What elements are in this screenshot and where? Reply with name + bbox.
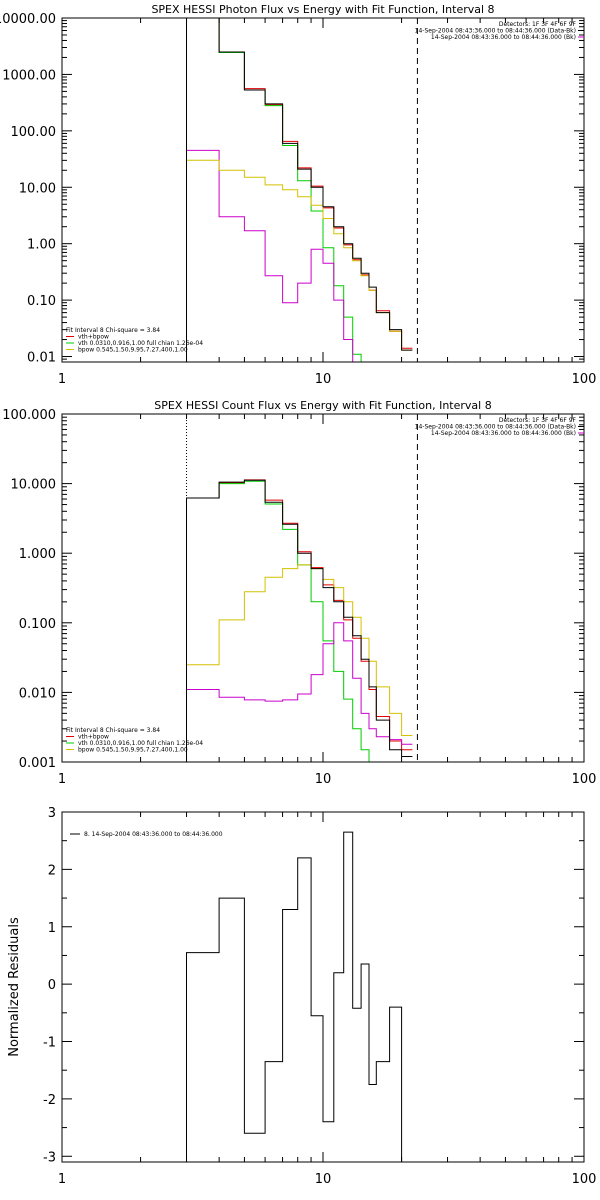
y-tick-label: 1 xyxy=(48,921,56,936)
x-tick-label: 10 xyxy=(315,772,332,787)
y-tick-label: -1 xyxy=(43,1036,56,1051)
x-tick-label: 100 xyxy=(572,1172,597,1187)
y-tick-label: 10.000 xyxy=(11,478,57,493)
series-data xyxy=(186,479,413,762)
y-tick-label: -3 xyxy=(43,1150,56,1165)
x-tick-label: 1 xyxy=(58,1172,66,1187)
y-tick-label: 3 xyxy=(48,806,56,821)
x-tick-label: 10 xyxy=(315,372,332,387)
y-tick-label: 1000.00 xyxy=(2,68,56,83)
legend-label: vth+bpow xyxy=(78,334,109,341)
header-text: 14-Sep-2004 08:43:36.000 to 08:44:36.000… xyxy=(415,28,576,35)
y-axis-label: Normalized Residuals xyxy=(7,917,22,1057)
y-tick-label: 0.001 xyxy=(19,756,56,771)
legend-label: vth+bpow xyxy=(78,734,109,741)
x-tick-label: 100 xyxy=(572,372,597,387)
y-tick-label: 1.00 xyxy=(27,238,56,253)
header-text: 14-Sep-2004 08:43:36.000 to 08:44:36.000… xyxy=(415,424,576,431)
y-tick-label: 0.010 xyxy=(19,686,56,701)
x-tick-label: 100 xyxy=(572,772,597,787)
chart-title: SPEX HESSI Count Flux vs Energy with Fit… xyxy=(154,399,491,412)
series-residual xyxy=(186,831,413,1162)
x-tick-label: 10 xyxy=(315,1172,332,1187)
y-tick-label: 100.00 xyxy=(11,125,57,140)
series-bpow-gold xyxy=(186,159,413,362)
series-total xyxy=(186,479,413,762)
legend-label: bpow 0.545,1.50,9.95,7.27,400,1.00 xyxy=(78,347,188,354)
legend-title: Fit Interval 8 Chi-square = 3.84 xyxy=(66,727,160,734)
y-tick-label: 100.000 xyxy=(2,408,56,423)
y-tick-label: -2 xyxy=(43,1093,56,1108)
y-tick-label: 1.000 xyxy=(19,547,56,562)
data-layer xyxy=(186,18,418,362)
y-tick-label: 10000.00 xyxy=(0,12,56,27)
plot-residuals: 1 10 100 -3 -2 -1 0 1 2 3 Normalized Residuals 8. 1… xyxy=(7,806,596,1187)
legend-label: vth 0.0310,0.916,1.00 full chian 1.26e-0… xyxy=(78,340,203,347)
header-text: Detectors: 1F 3F 4F 6F 9F xyxy=(499,21,577,28)
legend-label: vth 0.0310,0.916,1.00 full chian 1.26e-0… xyxy=(78,740,203,747)
legend-title: Fit Interval 8 Chi-square = 3.84 xyxy=(66,327,160,334)
y-tick-label: 2 xyxy=(48,863,56,878)
legend-label: bpow 0.545,1.50,9.95,7.27,400,1.00 xyxy=(78,747,188,754)
series-vth xyxy=(186,480,413,762)
y-tick-label: 0.10 xyxy=(27,294,56,309)
series-bpow xyxy=(186,622,413,762)
header-text: 14-Sep-2004 08:43:36.000 to 08:44:36.000… xyxy=(431,430,576,437)
plot-count: SPEX HESSI Count Flux vs Energy with Fit… xyxy=(2,399,596,787)
series-data xyxy=(186,18,413,362)
series-bpow xyxy=(186,149,413,362)
data-layer xyxy=(186,414,418,762)
x-tick-label: 1 xyxy=(58,372,66,387)
chart-title: SPEX HESSI Photon Flux vs Energy with Fi… xyxy=(151,3,494,16)
plot-photon: SPEX HESSI Photon Flux vs Energy with Fi… xyxy=(0,3,596,387)
y-tick-label: 0 xyxy=(48,978,56,993)
x-tick-label: 1 xyxy=(58,772,66,787)
header-text: 14-Sep-2004 08:43:36.000 to 08:44:36.000… xyxy=(431,34,576,41)
data-layer xyxy=(186,831,413,1162)
series-bpow-gold xyxy=(186,564,413,762)
y-tick-label: 0.01 xyxy=(27,351,56,366)
y-tick-label: 10.00 xyxy=(19,181,56,196)
header-text: Detectors: 1F 3F 4F 6F 9F xyxy=(499,417,577,424)
legend-label: 8. 14-Sep-2004 08:43:36.000 to 08:44:36.… xyxy=(84,831,223,838)
y-tick-label: 0.100 xyxy=(19,617,56,632)
